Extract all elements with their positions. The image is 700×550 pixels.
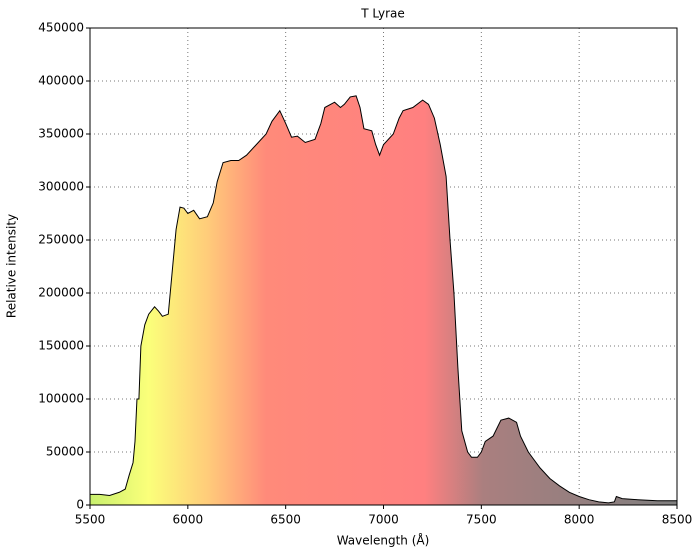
y-tick-label: 200000 <box>38 286 84 300</box>
line <box>90 95 677 504</box>
y-tick-label: 400000 <box>38 74 84 88</box>
y-tick-label: 450000 <box>38 21 84 35</box>
y-tick-label: 300000 <box>38 180 84 194</box>
area <box>90 95 677 505</box>
y-tick-label: 150000 <box>38 339 84 353</box>
x-tick-label: 8500 <box>662 513 693 527</box>
x-axis-label: Wavelength (Å) <box>337 533 430 548</box>
x-tick-label: 6500 <box>270 513 301 527</box>
x-tick-label: 6000 <box>173 513 204 527</box>
x-tick-label: 8000 <box>564 513 595 527</box>
x-tick-label: 7000 <box>368 513 399 527</box>
y-tick-label: 350000 <box>38 127 84 141</box>
y-tick-label: 0 <box>76 498 84 512</box>
y-tick-label: 100000 <box>38 392 84 406</box>
y-tick-label: 50000 <box>46 445 84 459</box>
y-axis-label: Relative intensity <box>5 214 19 318</box>
x-tick-label: 7500 <box>466 513 497 527</box>
y-tick-label: 250000 <box>38 233 84 247</box>
x-tick-label: 5500 <box>75 513 106 527</box>
chart-title: T Lyrae <box>360 7 405 21</box>
